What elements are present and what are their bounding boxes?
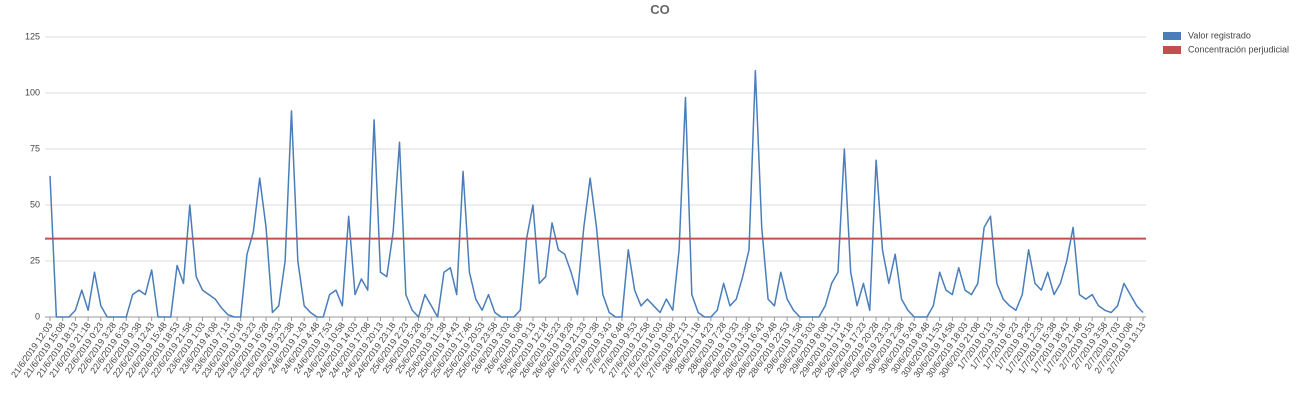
y-tick-label: 75 [30,143,40,153]
series-line [49,69,1144,318]
y-tick-label: 50 [30,199,40,209]
legend-label: Valor registrado [1188,30,1251,40]
chart-title: CO [650,2,670,17]
y-tick-label: 125 [25,31,40,41]
legend-swatch [1163,32,1181,40]
y-tick-label: 25 [30,255,40,265]
y-tick-label: 100 [25,87,40,97]
y-tick-label: 0 [35,311,40,321]
legend-label: Concentración perjudicial [1188,44,1289,54]
legend-swatch [1163,46,1181,54]
